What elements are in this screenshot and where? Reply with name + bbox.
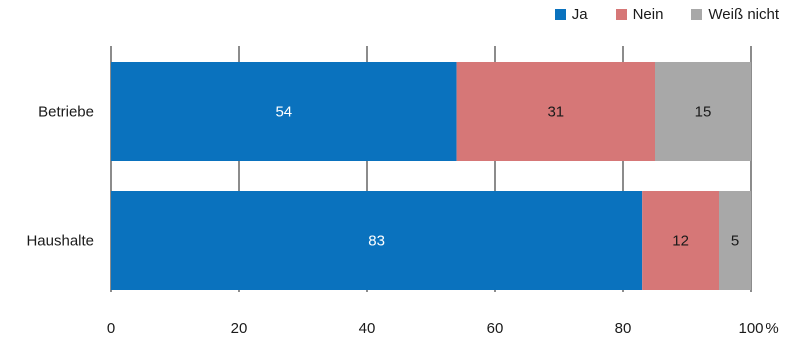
legend-swatch-nein	[615, 9, 627, 20]
data-label: 15	[695, 104, 712, 121]
x-tick-label: 40	[359, 320, 376, 337]
data-label: 5	[731, 233, 739, 250]
legend-item-weiss-nicht: Weiß nicht	[691, 6, 779, 23]
legend-label-nein: Nein	[632, 6, 664, 23]
x-unit-label: %	[765, 320, 778, 337]
bar-segment	[642, 191, 719, 290]
legend-item-ja: Ja	[554, 6, 588, 23]
legend-label-weiss-nicht: Weiß nicht	[708, 6, 779, 23]
data-label: 31	[547, 104, 564, 121]
legend-item-nein: Nein	[615, 6, 664, 23]
bar-segment	[456, 62, 655, 161]
legend-swatch-ja	[554, 9, 566, 20]
x-tick-label: 80	[615, 320, 632, 337]
legend-label-ja: Ja	[571, 6, 588, 23]
bar-segment	[719, 191, 751, 290]
x-tick-label: 60	[487, 320, 504, 337]
data-label: 83	[368, 233, 385, 250]
legend-swatch-weiss-nicht	[691, 9, 703, 20]
category-label: Betriebe	[38, 104, 94, 121]
legend: Ja Nein Weiß nicht	[554, 6, 779, 23]
x-tick-label: 20	[231, 320, 248, 337]
data-label: 54	[275, 104, 292, 121]
data-label: 12	[672, 233, 689, 250]
x-tick-label: 0	[107, 320, 115, 337]
bar-segment	[111, 62, 457, 161]
bar-segment	[655, 62, 751, 161]
bar-segment	[111, 191, 643, 290]
x-tick-label: 100	[738, 320, 763, 337]
category-label: Haushalte	[26, 233, 94, 250]
